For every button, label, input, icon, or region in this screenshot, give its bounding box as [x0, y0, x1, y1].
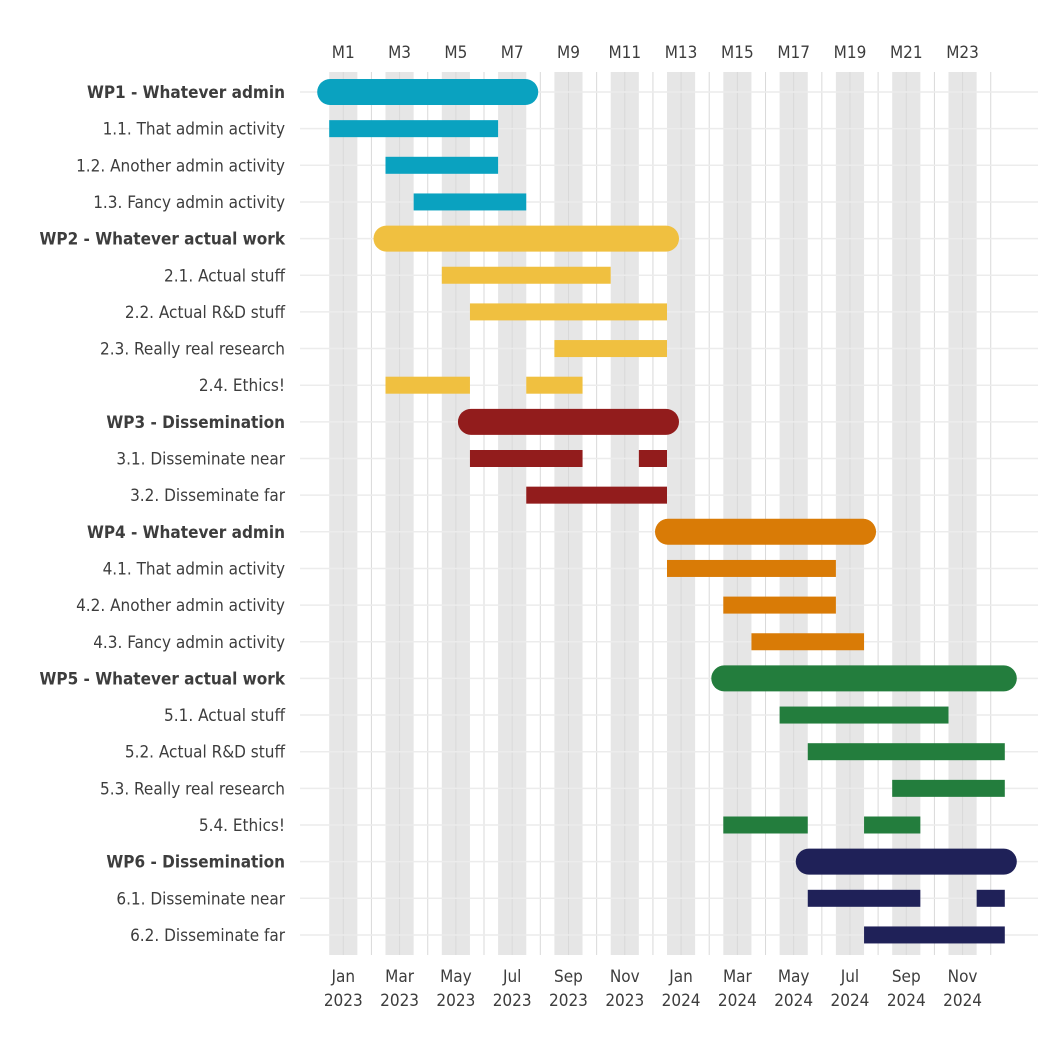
top-tick-label: M13 [665, 43, 698, 63]
top-tick-label: M3 [388, 43, 411, 63]
task-label: 6.2. Disseminate far [130, 926, 286, 946]
task-bar [807, 889, 921, 907]
task-bar [526, 486, 667, 504]
top-tick-label: M19 [834, 43, 867, 63]
task-label: 5.3. Really real research [100, 779, 285, 799]
top-tick-label: M1 [332, 43, 355, 63]
bottom-tick-year: 2023 [324, 991, 363, 1011]
bottom-tick-year: 2023 [436, 991, 475, 1011]
wp-bar [373, 225, 679, 252]
task-bar [329, 120, 499, 138]
task-label: 2.3. Really real research [100, 340, 285, 360]
bottom-tick-month: May [778, 967, 810, 987]
top-tick-label: M21 [890, 43, 923, 63]
task-bar [864, 816, 921, 834]
bottom-tick-month: Jul [840, 967, 859, 987]
bottom-tick-month: Sep [892, 967, 921, 987]
task-bar [723, 596, 836, 614]
top-tick-label: M15 [721, 43, 754, 63]
task-label: 6.1. Disseminate near [116, 889, 285, 909]
work-package-label: WP2 - Whatever actual work [39, 230, 285, 250]
task-bar [385, 376, 470, 394]
vertical-gridlines [342, 72, 992, 955]
task-bar [723, 816, 808, 834]
top-tick-label: M11 [608, 43, 641, 63]
task-bar [667, 559, 836, 577]
bottom-tick-month: Jul [502, 967, 521, 987]
task-label: 5.4. Ethics! [199, 816, 285, 836]
bottom-tick-year: 2024 [662, 991, 701, 1011]
bottom-tick-month: Mar [385, 967, 415, 987]
bottom-tick-year: 2023 [605, 991, 644, 1011]
bottom-tick-year: 2023 [493, 991, 532, 1011]
wp-bar [317, 79, 539, 105]
bottom-tick-year: 2024 [887, 991, 926, 1011]
work-package-label: WP1 - Whatever admin [87, 83, 285, 103]
top-tick-label: M23 [946, 43, 979, 63]
bottom-tick-year: 2023 [380, 991, 419, 1011]
top-axis: M1 M3 M5 M7 M9 M11 M13 M15 M17 M19 M21 M23 [332, 43, 979, 63]
top-tick-label: M9 [557, 43, 580, 63]
task-label: 2.1. Actual stuff [164, 266, 285, 286]
bottom-tick-year: 2023 [549, 991, 588, 1011]
task-bar [807, 743, 1005, 761]
task-label: 4.3. Fancy admin activity [93, 633, 285, 653]
work-package-label: WP3 - Dissemination [106, 413, 285, 433]
top-tick-label: M5 [444, 43, 467, 63]
task-label: 2.4. Ethics! [199, 376, 285, 396]
task-label: 1.3. Fancy admin activity [93, 193, 285, 213]
work-package-label: WP4 - Whatever admin [87, 523, 285, 543]
task-bar [892, 779, 1005, 797]
bottom-tick-month: Jan [330, 967, 355, 987]
task-bar [385, 156, 499, 174]
task-bar [751, 633, 865, 651]
bottom-tick-year: 2024 [831, 991, 870, 1011]
bottom-tick-month: Mar [723, 967, 753, 987]
task-label: 5.2. Actual R&D stuff [125, 743, 286, 763]
task-label: 2.2. Actual R&D stuff [125, 303, 286, 323]
task-label: 3.2. Disseminate far [130, 486, 286, 506]
task-bar [976, 889, 1005, 907]
bottom-tick-month: Nov [610, 967, 640, 987]
task-bar [638, 450, 667, 467]
task-bar [779, 706, 949, 724]
top-tick-label: M7 [501, 43, 524, 63]
bottom-tick-year: 2024 [774, 991, 813, 1011]
task-label: 4.1. That admin activity [103, 559, 285, 579]
task-label: 1.2. Another admin activity [76, 156, 285, 176]
wp-bar [711, 665, 1017, 692]
task-bar [554, 340, 667, 358]
task-bar [413, 193, 527, 211]
bottom-tick-month: Jan [668, 967, 693, 987]
bottom-tick-year: 2024 [718, 991, 757, 1011]
wp-bar [795, 848, 1017, 875]
task-bar [441, 266, 611, 284]
task-label: 3.1. Disseminate near [116, 450, 285, 470]
task-label: 4.2. Another admin activity [76, 596, 285, 616]
task-bar [469, 303, 667, 321]
bottom-tick-year: 2024 [943, 991, 982, 1011]
bottom-tick-month: May [440, 967, 472, 987]
top-tick-label: M17 [777, 43, 810, 63]
wp-bar [655, 518, 877, 545]
task-label: 5.1. Actual stuff [164, 706, 285, 726]
task-bar [469, 450, 583, 467]
wp-bar [457, 408, 679, 435]
task-label: 1.1. That admin activity [103, 120, 285, 140]
work-package-label: WP6 - Dissemination [106, 853, 285, 873]
task-bar [864, 926, 1005, 944]
work-package-label: WP5 - Whatever actual work [39, 669, 285, 689]
bottom-axis: Jan 2023 Mar 2023 May 2023 Jul 2023 Sep 2023 Nov 20… [324, 967, 982, 1011]
bottom-tick-month: Sep [554, 967, 583, 987]
bottom-tick-month: Nov [948, 967, 978, 987]
task-bars [317, 79, 1017, 944]
row-labels: WP1 - Whatever admin 1.1. That admin acti… [39, 83, 285, 946]
task-bar [526, 376, 583, 394]
